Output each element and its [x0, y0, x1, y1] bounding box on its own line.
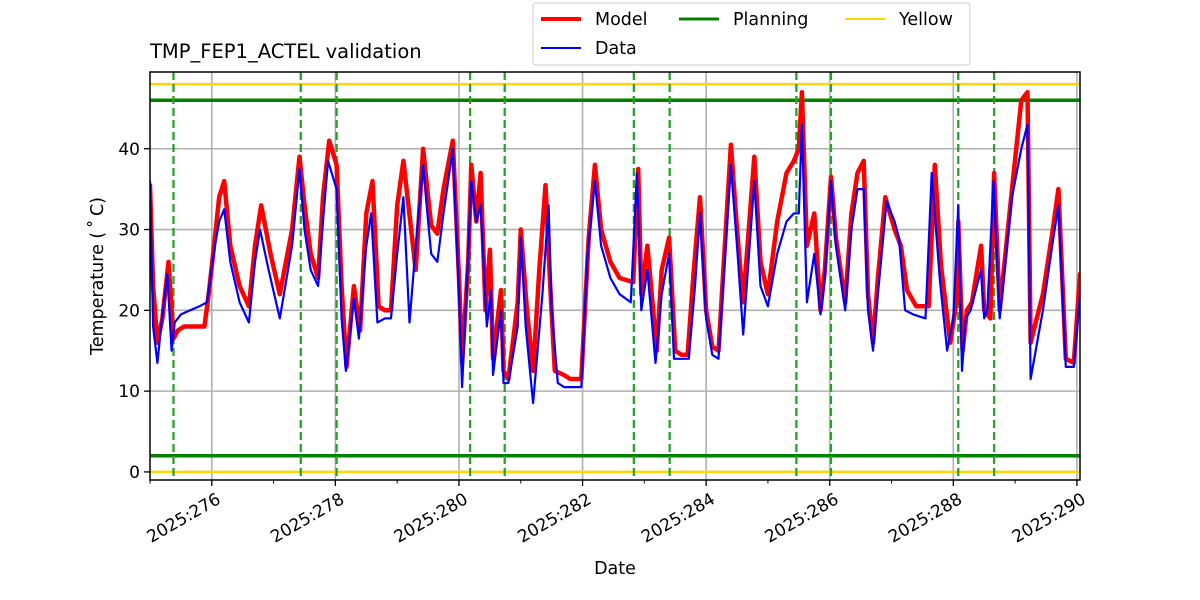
- legend: Model Data Planning Yellow: [532, 2, 971, 66]
- legend-label: Yellow: [898, 10, 953, 30]
- x-tick-label: 2025:278: [267, 489, 348, 547]
- legend-item-model: Model: [541, 10, 648, 30]
- legend-label: Model: [595, 10, 648, 30]
- y-tick-label: 30: [118, 221, 140, 241]
- legend-item-yellow: Yellow: [845, 10, 953, 30]
- limit-lines: [150, 82, 1080, 474]
- data-series-line: [150, 123, 1080, 405]
- chart-title: TMP_FEP1_ACTEL validation: [149, 40, 422, 63]
- y-tick-label: 40: [118, 140, 140, 160]
- y-axis-label: Temperature ( ˚ C): [87, 197, 108, 356]
- y-tick-label: 20: [118, 301, 140, 321]
- legend-item-planning: Planning: [679, 10, 808, 30]
- plot-area: [150, 72, 1080, 480]
- data-series: [150, 89, 1080, 405]
- x-tick-label: 2025:286: [762, 489, 843, 547]
- y-tick-label: 0: [129, 463, 140, 483]
- x-axis-label: Date: [594, 559, 636, 579]
- x-tick-label: 2025:288: [885, 489, 966, 547]
- legend-label: Planning: [733, 10, 808, 30]
- y-tick-label: 10: [118, 382, 140, 402]
- x-tick-label: 2025:282: [515, 489, 596, 547]
- x-tick-label: 2025:276: [144, 489, 225, 547]
- x-tick-label: 2025:284: [638, 489, 719, 547]
- legend-item-data: Data: [541, 39, 637, 59]
- x-tick-label: 2025:280: [391, 489, 472, 547]
- legend-label: Data: [595, 39, 637, 59]
- dashed-vertical-lines: [172, 72, 996, 480]
- x-tick-label: 2025:290: [1009, 489, 1090, 547]
- plot-frame: [149, 71, 1081, 481]
